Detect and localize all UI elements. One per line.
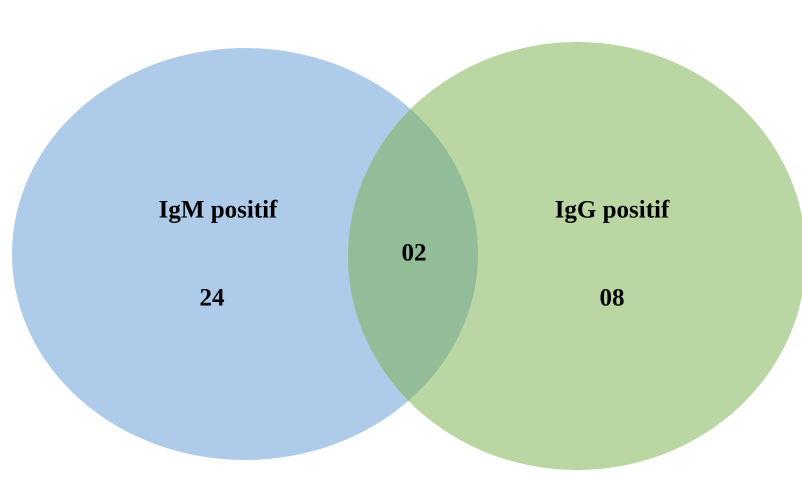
set-circle-right: [348, 42, 802, 470]
intersection-count: 02: [402, 240, 427, 267]
set-count: 08: [600, 285, 625, 312]
set-count: 24: [200, 285, 226, 312]
set-circle-left: [12, 48, 478, 460]
set-label: IgM positif: [159, 197, 278, 224]
set-label: IgG positif: [555, 197, 670, 224]
